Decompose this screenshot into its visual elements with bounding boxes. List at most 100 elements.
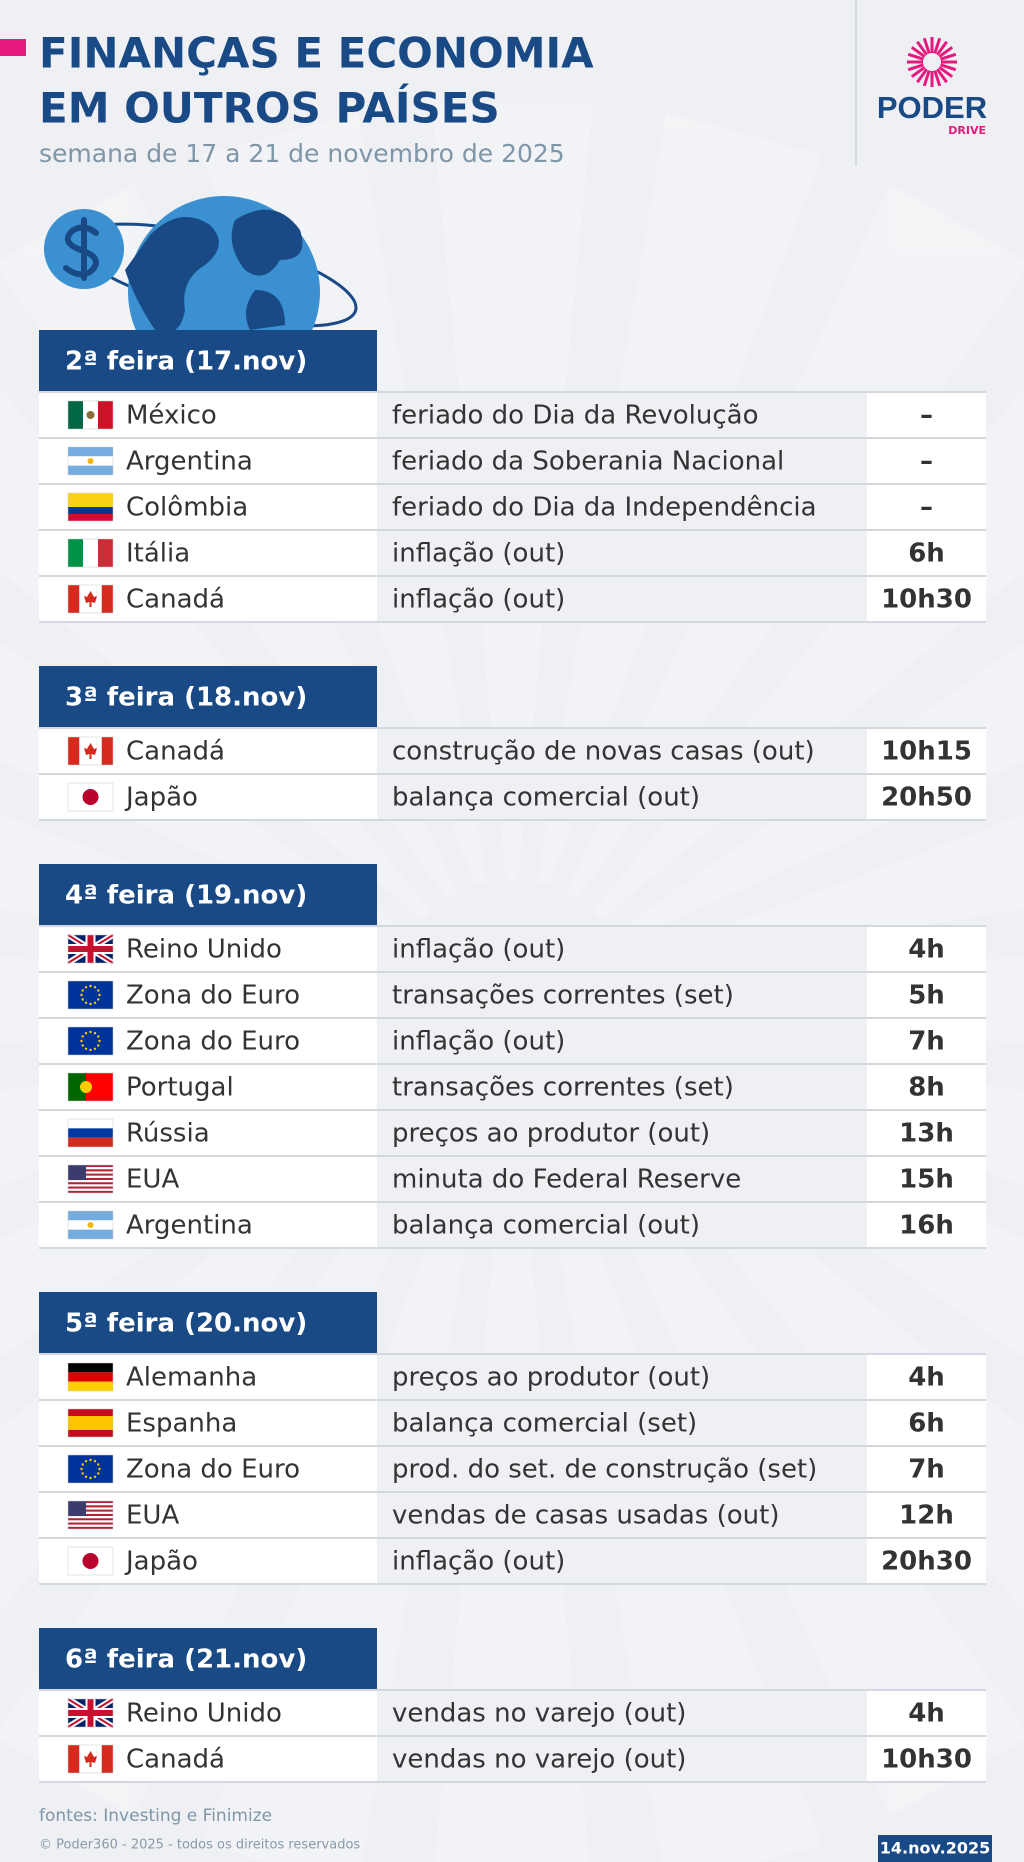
day-section: 3ª feira (18.nov) Canadá construção de nov… — [39, 666, 986, 821]
flag-part — [68, 1513, 113, 1517]
flag-border — [67, 1210, 114, 1240]
country: Colômbia — [126, 493, 248, 523]
burst-ray — [933, 70, 942, 87]
country: Canadá — [126, 1745, 225, 1775]
burst-ray — [910, 46, 926, 58]
logo: PODER — [877, 90, 987, 125]
flag-part — [98, 1467, 101, 1471]
flag-part — [84, 1751, 97, 1767]
flag-part — [81, 989, 84, 992]
flag-part — [68, 1186, 113, 1189]
date-box — [878, 1835, 992, 1862]
flag-part — [68, 1503, 113, 1506]
flag-part — [89, 1002, 92, 1006]
burst-ray — [907, 52, 924, 61]
country: Zona do Euro — [126, 1027, 300, 1057]
flag-border — [67, 934, 114, 964]
flag-part — [68, 585, 80, 613]
flag-border — [67, 1408, 114, 1438]
flag-part — [68, 1501, 113, 1504]
cell — [867, 392, 986, 438]
country: Canadá — [126, 585, 225, 615]
flag-part — [81, 1463, 84, 1466]
flag-part — [84, 743, 97, 759]
cell — [377, 1400, 867, 1446]
flag-part — [68, 1169, 113, 1172]
flag-border — [67, 1118, 114, 1148]
accent-tab — [0, 39, 26, 56]
cell — [867, 1110, 986, 1156]
row: Canadá vendas no varejo (out) 10h30 — [39, 1735, 986, 1783]
flag-part — [68, 465, 113, 475]
event: preços ao produtor (out) — [392, 1119, 710, 1149]
row: Argentina feriado da Soberania Nacional – — [39, 437, 986, 485]
flag-part — [68, 1165, 113, 1168]
country: Espanha — [126, 1409, 237, 1439]
event: vendas de casas usadas (out) — [392, 1501, 779, 1531]
row: EUA minuta do Federal Reserve 15h — [39, 1155, 986, 1203]
day-section: 2ª feira (17.nov) México feriado do Dia da… — [39, 330, 986, 623]
cell — [867, 1354, 986, 1400]
time: 4h — [908, 1363, 945, 1393]
flag-border — [67, 1744, 114, 1774]
event: feriado do Dia da Independência — [392, 493, 817, 523]
flag-part — [80, 1039, 83, 1043]
flag-part — [86, 411, 95, 419]
row: Zona do Euro prod. do set. de construção … — [39, 1445, 986, 1493]
flag-border — [67, 1362, 114, 1392]
flag-part — [93, 1460, 97, 1463]
time: – — [920, 493, 933, 523]
row: Argentina balança comercial (out) 16h — [39, 1201, 986, 1249]
flag-part — [89, 1476, 92, 1480]
flag-part — [68, 1522, 113, 1525]
row: México feriado do Dia da Revolução – — [39, 391, 986, 439]
flag-part — [89, 1048, 92, 1052]
cell — [377, 484, 867, 530]
flag-part — [84, 1047, 88, 1050]
country: Portugal — [126, 1073, 234, 1103]
time: 10h30 — [881, 1745, 972, 1775]
time: 4h — [908, 935, 945, 965]
flag-part — [68, 1184, 113, 1187]
flag-part — [68, 1526, 113, 1529]
time: 8h — [908, 1073, 945, 1103]
row: Itália inflação (out) 6h — [39, 529, 986, 577]
flag-part — [68, 401, 83, 429]
cell — [867, 1492, 986, 1538]
row: Zona do Euro inflação (out) 7h — [39, 1017, 986, 1065]
flag-border — [67, 1500, 114, 1530]
cell — [377, 926, 867, 972]
dollar-icon — [63, 217, 99, 281]
flag-part — [68, 1119, 113, 1129]
burst-ray — [940, 63, 957, 72]
flag-part — [84, 591, 97, 607]
cell — [377, 1736, 867, 1782]
row: Espanha balança comercial (set) 6h — [39, 1399, 986, 1447]
cell — [377, 576, 867, 622]
flag-part — [68, 1518, 113, 1521]
flag-part — [101, 737, 113, 765]
flag-part — [68, 1175, 113, 1178]
flag-part — [81, 1472, 84, 1475]
flag-border — [67, 1698, 114, 1728]
cell — [867, 774, 986, 820]
country: Argentina — [126, 1211, 253, 1241]
burst-ray — [916, 68, 928, 84]
flag-part — [93, 1032, 97, 1035]
flag-part — [68, 1188, 113, 1191]
time: 7h — [908, 1455, 945, 1485]
flag-part — [80, 1081, 92, 1093]
event: feriado da Soberania Nacional — [392, 447, 784, 477]
flag-part — [68, 946, 113, 952]
row: Zona do Euro transações correntes (set) 5h — [39, 971, 986, 1019]
time: 20h30 — [881, 1547, 972, 1577]
flag-part — [84, 1475, 88, 1478]
flag-part — [97, 989, 100, 992]
cell — [867, 438, 986, 484]
time: 15h — [899, 1165, 954, 1195]
flag-border — [67, 538, 114, 568]
flag-part — [68, 514, 113, 521]
cell — [377, 1110, 867, 1156]
country: Alemanha — [126, 1363, 257, 1393]
event: balança comercial (out) — [392, 783, 700, 813]
